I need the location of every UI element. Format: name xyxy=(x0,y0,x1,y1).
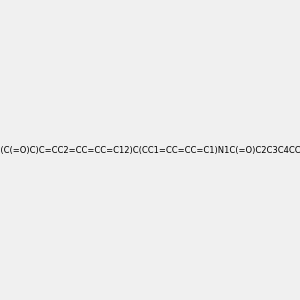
Text: O=C(OC1=C(C(=O)C)C=CC2=CC=CC=C12)C(CC1=CC=CC=C1)N1C(=O)C2C3C4CC3C4C2C1=O: O=C(OC1=C(C(=O)C)C=CC2=CC=CC=C12)C(CC1=C… xyxy=(0,146,300,154)
